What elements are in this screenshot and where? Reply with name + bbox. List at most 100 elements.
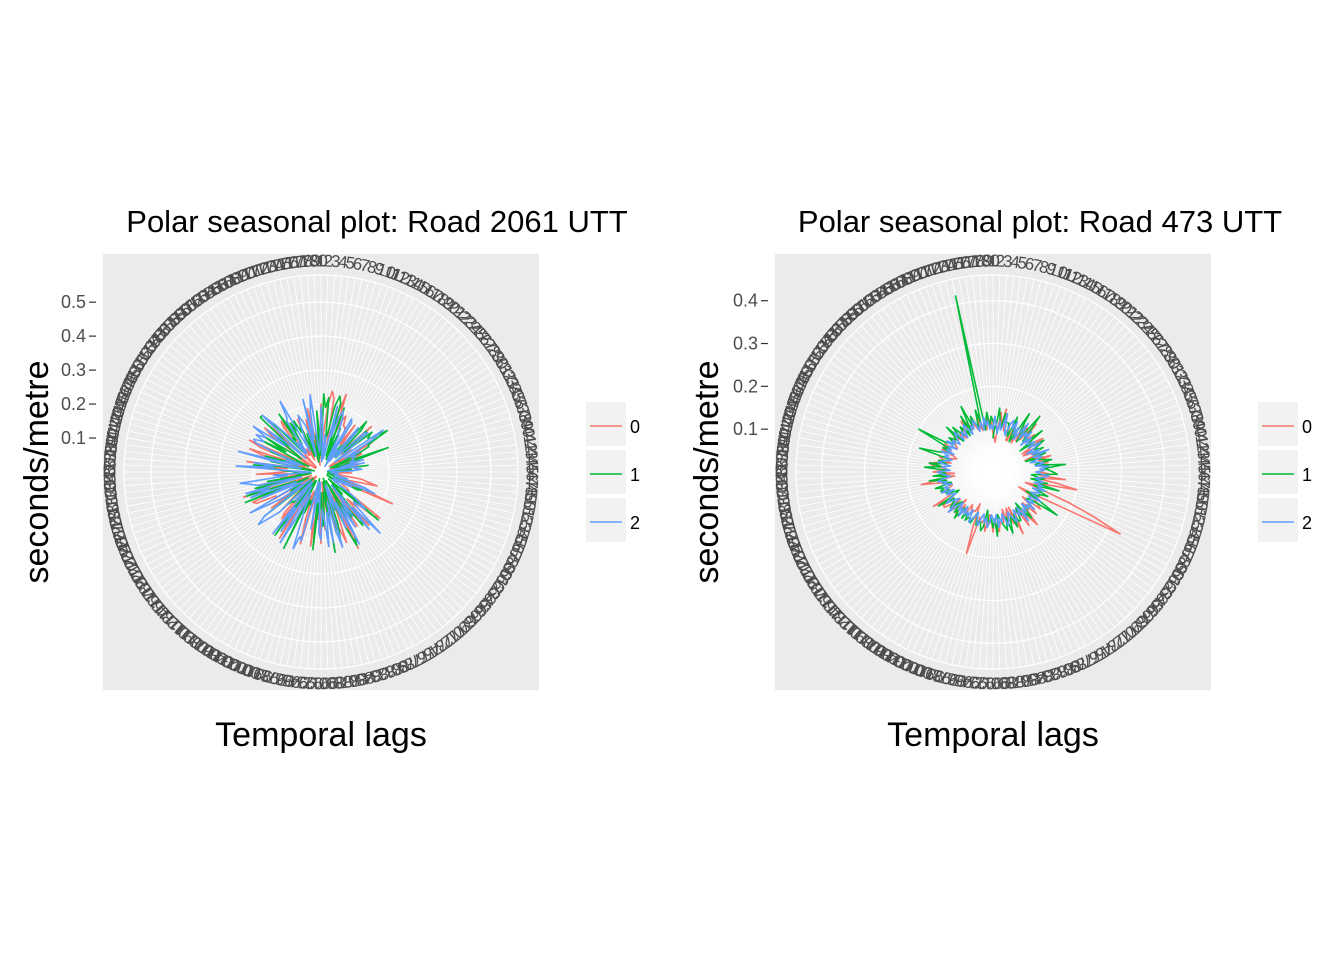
grid-spoke [320, 471, 517, 500]
legend-key-bg [586, 402, 626, 446]
angle-tick-label: 39 [1186, 409, 1209, 432]
angle-tick-label: 137 [100, 450, 120, 479]
grid-spoke [841, 471, 994, 599]
angle-tick-label: 54 [1184, 518, 1207, 541]
legend-label: 2 [630, 513, 640, 533]
y-tick-label: 0.3 [61, 360, 86, 380]
grid-spoke [320, 471, 463, 610]
angle-tick-label: 179 [963, 251, 993, 272]
grid-spoke [841, 345, 994, 473]
angle-tick-label: 6 [1023, 254, 1036, 274]
grid-spoke [992, 437, 1188, 473]
legend-label: 0 [630, 417, 640, 437]
grid-spoke [320, 289, 396, 473]
angle-tick-label: 41 [1190, 424, 1212, 446]
angle-tick-label: 38 [512, 402, 535, 425]
grid-spoke [925, 471, 994, 658]
angle-tick-label: 137 [772, 450, 792, 479]
angle-tick-label: 39 [514, 409, 537, 432]
legend-key-bg [586, 498, 626, 542]
grid-spoke [992, 279, 1035, 473]
angle-tick-label: 48 [1193, 477, 1213, 497]
angle-tick-label: 4 [337, 252, 348, 272]
angle-tick-label: 1 [316, 252, 325, 271]
grid-spoke [829, 471, 994, 583]
grid-spoke [992, 282, 1048, 473]
grid-spoke [944, 280, 994, 473]
grid-spoke [801, 471, 994, 521]
angle-tick-label: 49 [520, 484, 541, 505]
angle-tick-label: 5 [1016, 253, 1028, 273]
angle-tick-label: 87 [1012, 670, 1033, 691]
grid-spoke [992, 471, 1068, 655]
grid-spoke [992, 457, 1190, 473]
grid-spoke [871, 316, 994, 473]
grid-spoke [992, 471, 1028, 667]
angle-tick-label: 180 [299, 251, 328, 271]
grid-spoke [992, 471, 1189, 500]
grid-spoke [992, 280, 1042, 473]
polar-chart-road-2061: Polar seasonal plot: Road 2061 UTT 0.1 0.2… [18, 204, 640, 754]
angle-tick-label: 82 [1046, 661, 1070, 685]
angle-tick-label: 83 [367, 663, 390, 686]
grid-spoke [992, 471, 1161, 577]
angle-tick-label: 131 [773, 493, 797, 524]
grid-spoke [992, 417, 1183, 473]
grid-spoke [992, 291, 1074, 473]
grid-spoke [992, 471, 1092, 643]
grid-spoke [866, 471, 994, 624]
legend-label: 1 [1302, 465, 1312, 485]
grid-spoke [992, 361, 1157, 473]
grid-spoke [992, 471, 1171, 559]
grid-spoke [320, 471, 513, 521]
grid-spoke [992, 430, 1186, 473]
angle-tick-label: 55 [1182, 525, 1206, 549]
angle-tick-label: 40 [1188, 417, 1211, 439]
grid-spoke [906, 471, 994, 650]
grid-spoke [992, 397, 1176, 473]
legend-label: 2 [1302, 513, 1312, 533]
grid-spoke [992, 471, 1131, 614]
grid-spoke [796, 471, 994, 487]
grid-spoke [951, 471, 994, 665]
grid-spoke [992, 308, 1104, 473]
grid-spoke [992, 297, 1086, 473]
angle-tick-label: 139 [772, 435, 794, 465]
legend-label: 1 [630, 465, 640, 485]
y-tick-label: 0.5 [61, 292, 86, 312]
grid-spoke [992, 471, 1035, 665]
angle-tick-label: 47 [1194, 470, 1214, 490]
grid-spoke [931, 471, 994, 660]
grid-spoke [798, 437, 994, 473]
angle-tick-label: 46 [1195, 463, 1214, 482]
angle-tick-label: 138 [772, 442, 793, 472]
grid-spoke [992, 373, 1164, 473]
angle-tick-label: 37 [1182, 395, 1206, 419]
angle-tick-label: 44 [1193, 447, 1213, 467]
angle-tick-label: 2 [323, 251, 333, 270]
grid-spoke [846, 339, 994, 473]
angle-tick-label: 138 [100, 442, 121, 472]
grid-spoke [871, 471, 994, 628]
x-axis-title: Temporal lags [887, 716, 1099, 754]
grid-spoke [992, 471, 1190, 487]
angle-tick-label: 52 [516, 505, 539, 527]
angle-tick-label: 3 [1002, 252, 1013, 272]
angle-tick-label: 99 [923, 663, 946, 686]
angle-tick-label: 94 [961, 671, 982, 692]
grid-spoke [320, 457, 518, 473]
angle-tick-label: 176 [941, 252, 972, 276]
grid-spoke [992, 471, 1126, 619]
grid-spoke [985, 275, 994, 473]
grid-spoke [320, 471, 517, 493]
grid-spoke [985, 471, 994, 669]
grid-spoke [992, 276, 1021, 473]
angle-tick-label: 11 [1054, 262, 1077, 286]
angle-tick-label: 40 [516, 417, 539, 439]
grid-spoke [972, 276, 994, 473]
angle-tick-label: 8 [365, 257, 379, 278]
grid-spoke [124, 457, 322, 473]
grid-spoke [320, 451, 517, 473]
angle-tick-label: 45 [522, 455, 542, 475]
angle-tick-label: 82 [374, 661, 398, 685]
